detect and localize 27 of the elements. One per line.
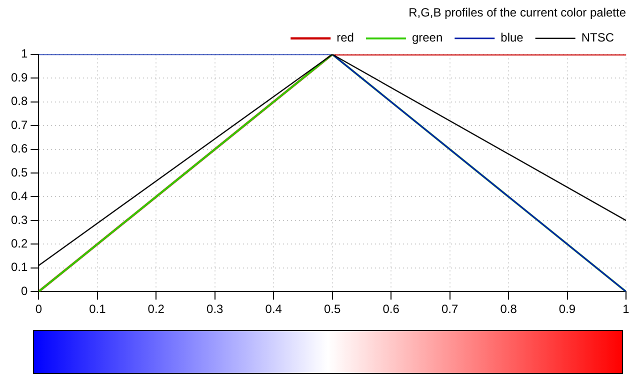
y-tick-label: 0.3 — [10, 212, 28, 227]
y-tick-label: 0.4 — [10, 189, 28, 204]
chart-title: R,G,B profiles of the current color palette — [408, 6, 626, 20]
x-tick-label: 0.6 — [382, 302, 400, 316]
y-tick-label: 0.6 — [10, 142, 28, 156]
y-tick-label: 0.8 — [10, 94, 28, 108]
y-tick-label: 0 — [20, 284, 28, 298]
y-tick-label: 0.2 — [10, 236, 28, 250]
y-tick-label: 0.7 — [10, 118, 28, 132]
x-tick-label: 0.7 — [441, 302, 458, 316]
legend-label: blue — [500, 30, 524, 45]
y-tick-label: 0.1 — [10, 260, 28, 274]
y-tick-label: 0.9 — [10, 70, 28, 84]
y-tick-label: 1 — [20, 46, 28, 61]
x-tick-label: 0.9 — [558, 302, 576, 316]
x-tick-label: 0.1 — [89, 302, 106, 316]
x-tick-label: 0.5 — [324, 302, 342, 316]
x-tick-label: 0.8 — [500, 302, 518, 316]
x-tick-label: 0 — [35, 302, 42, 316]
x-tick-label: 0.4 — [265, 302, 282, 316]
legend-label: red — [336, 30, 354, 45]
legend-label: green — [412, 30, 443, 45]
x-tick-label: 1 — [622, 302, 630, 316]
y-tick-label: 0.5 — [10, 165, 28, 180]
x-tick-label: 0.2 — [148, 302, 165, 316]
x-tick-label: 0.3 — [206, 302, 224, 316]
legend-label: NTSC — [581, 30, 614, 45]
